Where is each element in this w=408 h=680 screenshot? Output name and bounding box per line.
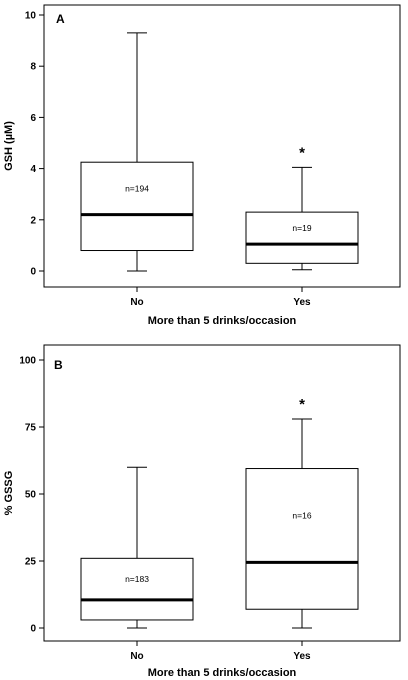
panel-a-ytick-label: 8	[30, 62, 36, 73]
panel-a-ytick-label: 10	[25, 11, 37, 22]
panel-b-y-axis-title: % GSSG	[3, 471, 15, 516]
panel-a-no-box	[80, 161, 194, 252]
panel-b-ytick-label: 50	[25, 490, 37, 501]
panel-b-x-axis-title: More than 5 drinks/occasion	[148, 667, 297, 679]
panel-a-xtick-label: No	[130, 297, 143, 308]
panel-b-xtick-label: No	[130, 651, 143, 662]
panel-a-letter: A	[56, 12, 65, 26]
panel-b-yes-significance-marker: *	[299, 396, 305, 413]
panel-a-xtick-label: Yes	[293, 297, 311, 308]
panel-b-letter: B	[54, 358, 63, 372]
panel-a-yes-significance-marker: *	[299, 144, 305, 161]
panel-b-plot-frame	[43, 344, 401, 642]
panel-b-ytick-label: 75	[25, 423, 37, 434]
panel-a-yes-box	[245, 211, 359, 264]
panel-b-no-box	[80, 557, 194, 621]
panel-a-ytick-label: 4	[30, 164, 36, 175]
panel-a-plot-frame	[43, 4, 401, 288]
panel-a-ytick-label: 6	[30, 113, 36, 124]
panel-b-xtick-label: Yes	[293, 651, 311, 662]
panel-b-yes-n-label: n=16	[292, 510, 311, 520]
panel-a-x-axis-title: More than 5 drinks/occasion	[148, 315, 297, 327]
panel-b-no-n-label: n=183	[125, 574, 149, 584]
panel-b-ytick-label: 100	[19, 356, 36, 367]
panel-a-ytick-label: 2	[30, 215, 36, 226]
panel-b-yes-box	[245, 468, 359, 610]
panel-a-no-n-label: n=194	[125, 183, 149, 193]
panel-b-ytick-label: 25	[25, 557, 37, 568]
panel-a-yes-n-label: n=19	[292, 223, 311, 233]
panel-b-ytick-label: 0	[30, 624, 36, 635]
panel-a-y-axis-title: GSH (µM)	[3, 121, 15, 171]
panel-a-ytick-label: 0	[30, 267, 36, 278]
